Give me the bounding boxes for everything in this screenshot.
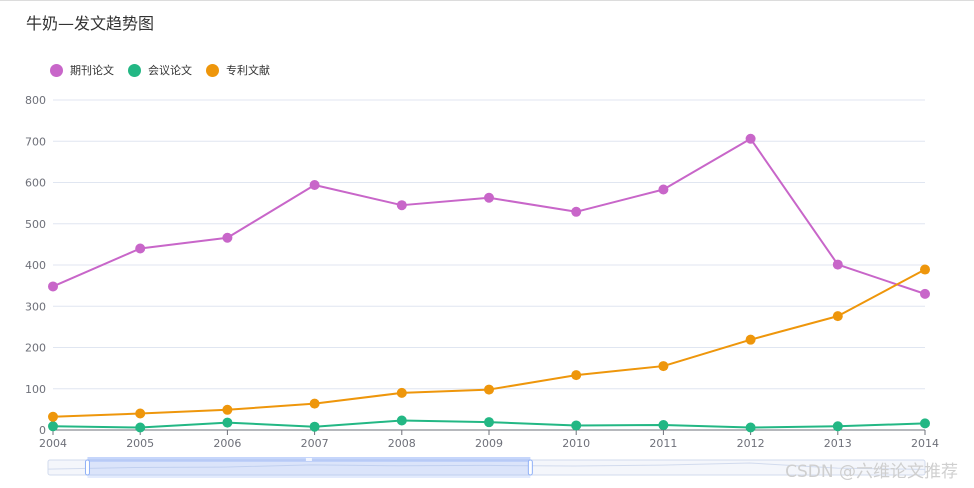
series-0 (48, 133, 930, 299)
data-point[interactable] (484, 384, 494, 395)
chart-title: 牛奶—发文趋势图 (26, 14, 155, 33)
series-1 (48, 415, 930, 433)
legend-label: 会议论文 (148, 64, 192, 77)
legend-dot-icon (206, 63, 219, 77)
y-tick-label: 400 (25, 259, 46, 272)
zoom-grip-icon[interactable] (305, 458, 312, 461)
data-point[interactable] (658, 420, 669, 431)
x-tick-label: 2008 (388, 437, 416, 450)
data-point[interactable] (396, 415, 407, 426)
y-tick-label: 700 (25, 135, 46, 148)
data-point[interactable] (222, 232, 233, 243)
data-point[interactable] (832, 421, 843, 432)
y-tick-label: 100 (25, 383, 46, 396)
data-point[interactable] (745, 422, 756, 433)
data-point[interactable] (745, 334, 756, 345)
zoom-handle-right[interactable] (527, 459, 533, 476)
data-point[interactable] (135, 243, 146, 254)
legend-item-patent[interactable]: 专利文献 (206, 62, 270, 78)
data-point[interactable] (309, 421, 320, 432)
legend: 期刊论文 会议论文 专利文献 (50, 62, 284, 78)
x-tick-label: 2007 (301, 437, 329, 450)
legend-dot-icon (128, 63, 141, 77)
data-point[interactable] (745, 133, 756, 144)
x-tick-label: 2005 (126, 437, 154, 450)
data-zoom-slider[interactable] (47, 457, 926, 478)
data-point[interactable] (222, 404, 233, 415)
x-tick-label: 2006 (213, 437, 241, 450)
data-point[interactable] (48, 411, 58, 422)
legend-item-conference[interactable]: 会议论文 (128, 62, 192, 78)
x-tick-label: 2009 (475, 437, 503, 450)
legend-dot-icon (50, 63, 63, 77)
data-point[interactable] (571, 206, 582, 217)
data-point[interactable] (832, 259, 843, 270)
zoom-selection[interactable] (87, 457, 531, 478)
series-layer (48, 133, 930, 433)
series-line (52, 268, 926, 418)
data-point[interactable] (396, 387, 407, 398)
grid-layer (53, 99, 925, 390)
data-point[interactable] (920, 418, 930, 429)
top-divider (0, 0, 974, 1)
series-2 (48, 264, 930, 422)
data-point[interactable] (309, 398, 320, 409)
data-point[interactable] (222, 417, 233, 428)
data-point[interactable] (396, 200, 407, 211)
x-tick-label: 2004 (39, 437, 67, 450)
x-tick-label: 2010 (562, 437, 590, 450)
zoom-preview-line (47, 462, 926, 470)
y-tick-label: 0 (39, 424, 46, 437)
watermark: CSDN @六维论文推荐 (785, 462, 958, 482)
y-tick-label: 800 (25, 94, 46, 107)
legend-item-journal[interactable]: 期刊论文 (50, 62, 114, 78)
y-tick-label: 200 (25, 342, 46, 355)
y-tick-label: 300 (25, 300, 46, 313)
y-tick-label: 600 (25, 177, 46, 190)
data-point[interactable] (484, 192, 494, 203)
x-tick-label: 2011 (649, 437, 677, 450)
axis-layer: 0 100 200 300 400 500 600 700 800 2004 2005 2006 200… (25, 94, 939, 450)
data-point[interactable] (920, 264, 930, 275)
data-point[interactable] (658, 184, 669, 195)
data-point[interactable] (571, 370, 582, 381)
data-point[interactable] (920, 288, 930, 299)
data-point[interactable] (484, 417, 494, 428)
data-point[interactable] (832, 311, 843, 322)
data-point[interactable] (48, 421, 58, 432)
x-tick-label: 2012 (737, 437, 765, 450)
data-point[interactable] (48, 281, 58, 292)
y-tick-label: 500 (25, 218, 46, 231)
data-point[interactable] (658, 361, 669, 372)
data-point[interactable] (135, 422, 146, 433)
x-tick-label: 2014 (911, 437, 939, 450)
series-line (52, 137, 926, 295)
data-point[interactable] (309, 179, 320, 190)
data-point[interactable] (571, 420, 582, 431)
zoom-handle-left[interactable] (84, 459, 90, 476)
x-tick-label: 2013 (824, 437, 852, 450)
data-point[interactable] (135, 408, 146, 419)
legend-label: 期刊论文 (70, 64, 114, 77)
legend-label: 专利文献 (226, 64, 270, 77)
